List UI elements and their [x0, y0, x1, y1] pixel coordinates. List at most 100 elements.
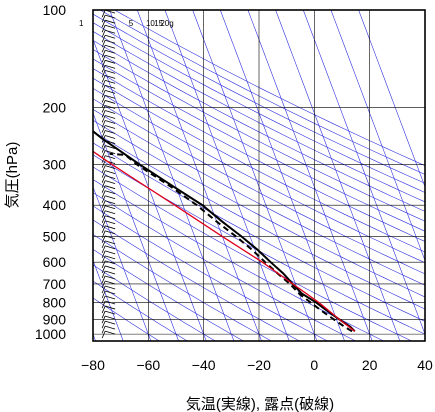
x-tick-label: 20: [362, 357, 378, 373]
mixing-ratio-label: 1: [79, 19, 84, 28]
wind-barb: [105, 125, 116, 129]
wind-barb-feather: [101, 75, 106, 83]
wind-barb-feather: [101, 100, 106, 108]
adiabat-line: [93, 205, 328, 341]
wind-barb: [105, 175, 116, 180]
adiabat-line: [93, 77, 425, 253]
wind-barb: [105, 210, 116, 215]
adiabat-line: [114, 10, 425, 167]
wind-barb-feather: [101, 255, 106, 264]
isotherm-line: [136, 10, 262, 341]
wind-barb: [105, 19, 116, 24]
wind-barb: [105, 265, 116, 270]
wind-barb-feather: [101, 130, 106, 138]
wind-barb-feather: [101, 325, 106, 334]
wind-barb: [105, 64, 116, 69]
wind-barb-feather: [101, 235, 106, 244]
adiabat-line: [99, 10, 425, 175]
wind-barb-feather: [101, 20, 106, 28]
wind-barb-feather: [101, 40, 106, 48]
wind-barb-feather: [101, 115, 106, 123]
wind-barb: [105, 49, 116, 54]
wind-barb: [105, 215, 116, 220]
wind-barb-feather: [101, 165, 106, 173]
wind-barb-feather: [101, 265, 106, 274]
wind-barb: [105, 145, 116, 149]
wind-barb: [105, 310, 116, 315]
adiabat-line: [93, 68, 425, 242]
wind-barb: [105, 165, 116, 170]
wind-barb: [105, 220, 116, 225]
wind-barb-feather: [101, 30, 106, 38]
wind-barb-feather: [101, 55, 106, 63]
wind-barb: [105, 275, 116, 280]
wind-barb: [105, 235, 116, 240]
isotherm-line: [330, 10, 425, 262]
wind-barb-feather: [101, 295, 106, 304]
wind-barb: [105, 14, 116, 19]
adiabat-line: [93, 297, 160, 341]
wind-barb: [105, 255, 116, 260]
wind-barb-feather: [101, 105, 106, 113]
adiabat-line: [93, 154, 425, 335]
adiabat-line: [93, 192, 356, 341]
wind-barb: [105, 240, 116, 245]
wind-barb: [105, 270, 116, 275]
wind-barb: [105, 280, 116, 285]
wind-barb-feather: [101, 180, 106, 188]
wind-barb-feather: [101, 175, 106, 183]
wind-barb: [105, 105, 116, 109]
wind-barb-feather: [101, 285, 106, 294]
wind-barb-feather: [101, 200, 106, 208]
wind-barb-feather: [101, 220, 106, 228]
wind-barb-feather: [101, 45, 106, 53]
wind-barb: [105, 315, 116, 320]
wind-barb: [105, 320, 116, 325]
wind-barb-feather: [101, 260, 106, 269]
x-axis-title: 気温(実線), 露点(破線): [186, 396, 334, 412]
adiabat-line: [93, 109, 425, 286]
wind-barb-feather: [101, 15, 106, 23]
wind-barb-feather: [101, 50, 106, 58]
wind-barb-feather: [101, 280, 106, 289]
wind-barb-feather: [101, 125, 106, 133]
wind-barb: [105, 305, 116, 310]
wind-barb: [105, 205, 116, 210]
x-tick-label: 0: [310, 357, 318, 373]
adiabat-line: [93, 280, 188, 341]
wind-barb-feather: [101, 290, 106, 299]
adiabat-line: [93, 166, 412, 341]
mixing-ratio-label: 15: [154, 19, 163, 28]
wind-barb: [105, 100, 116, 104]
wind-barb: [105, 180, 116, 185]
series-line: [93, 150, 356, 332]
wind-barb: [105, 155, 116, 159]
wind-barb: [105, 135, 116, 139]
isotherm-line: [358, 10, 425, 188]
wind-barb: [105, 79, 116, 84]
wind-barb: [105, 34, 116, 39]
wind-barb: [105, 200, 116, 205]
wind-barb-feather: [101, 90, 106, 98]
mixing-ratio-label: 5: [129, 19, 134, 28]
adiabat-line: [93, 142, 425, 322]
wind-barb: [105, 195, 116, 200]
x-tick-label: −80: [81, 357, 105, 373]
wind-barb-feather: [101, 305, 106, 314]
wind-barb-feather: [101, 35, 106, 43]
wind-barb-feather: [101, 330, 106, 339]
adiabat-line: [93, 49, 425, 222]
x-tick-label: −20: [247, 357, 271, 373]
wind-barb: [105, 74, 116, 79]
wind-barb: [105, 300, 116, 305]
y-tick-label: 500: [43, 229, 67, 245]
wind-barbs: [101, 10, 116, 339]
x-tick-label: −60: [136, 357, 160, 373]
y-tick-label: 900: [43, 311, 67, 327]
isotherm-line: [93, 185, 152, 341]
wind-barb-feather: [101, 170, 106, 178]
wind-barb: [105, 170, 116, 175]
wind-barb-feather: [101, 85, 106, 93]
